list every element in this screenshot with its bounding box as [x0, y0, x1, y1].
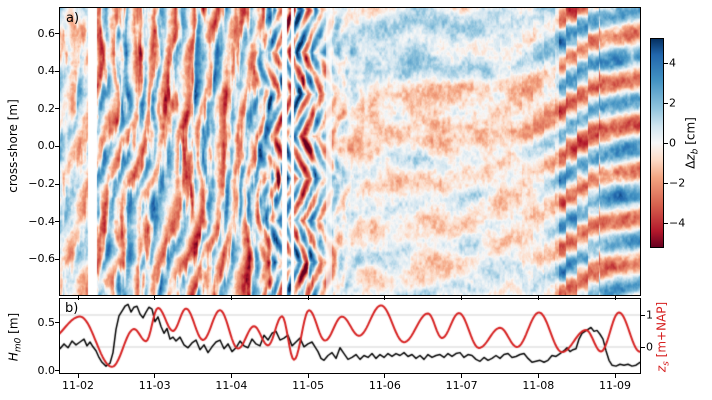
zs-sub: s: [661, 361, 672, 366]
panel-a-ytick: [55, 108, 59, 110]
colorbar-tick-label: 2: [669, 96, 676, 110]
panel-a-ytick: [55, 33, 59, 34]
panel-b-left-tick-label: 0.5: [37, 315, 56, 329]
panel-a-ytick-label: −0.4: [28, 214, 55, 228]
panel-a-ytick-label: 0.0: [37, 139, 56, 153]
panel-b-xtick: [307, 374, 309, 378]
zs-var: z: [654, 365, 669, 373]
panel-b-xtick: [154, 374, 156, 378]
panel-b-left-tick-label: 0.0: [37, 363, 56, 377]
panel-b-right-tick-label: 0: [646, 340, 653, 354]
colorbar-tick: [664, 143, 668, 144]
panel-a-xtick: [614, 296, 616, 300]
panel-a-ytick: [55, 70, 59, 72]
panel-b-xtick: [461, 374, 463, 378]
panel-a-ytick-label: 0.4: [37, 64, 56, 78]
colorbar-tick: [664, 103, 668, 104]
colorbar-tick: [664, 223, 668, 224]
x-tick-label: 11-04: [215, 379, 248, 392]
panel-a-xtick: [154, 296, 156, 300]
hm0-var: H: [6, 352, 21, 362]
colorbar-tick-label: 0: [669, 136, 676, 150]
x-tick-label: 11-08: [522, 379, 555, 392]
panel-b-xtick: [230, 374, 232, 378]
colorbar-label-prefix: Δ: [683, 160, 698, 169]
panel-a-ytick-label: −0.6: [28, 252, 55, 266]
panel-b-left-tick: [55, 322, 59, 323]
panel-b-left-tick: [55, 370, 59, 371]
panel-b-xtick: [384, 374, 386, 378]
panel-a-ytick: [55, 258, 59, 260]
colorbar-label-sub: b: [690, 148, 701, 155]
panel-b-right-axis-label: zs [m+NAP]: [654, 302, 671, 372]
panel-b-xtick: [614, 374, 616, 378]
panel-a-xtick: [461, 296, 463, 300]
panel-a-ytick: [55, 145, 59, 147]
colorbar-label-units: [cm]: [683, 117, 698, 149]
hm0-sub: m0: [13, 337, 24, 353]
panel-a-ytick: [55, 183, 59, 185]
panel-a-xtick: [537, 296, 539, 300]
panel-a-ytick-label: −0.2: [28, 177, 55, 191]
x-tick-label: 11-05: [292, 379, 325, 392]
colorbar: [651, 39, 663, 247]
colorbar-tick-label: −2: [669, 176, 686, 190]
colorbar-label-var: z: [683, 154, 698, 161]
panel-b-xtick: [77, 374, 79, 378]
x-tick-label: 11-02: [62, 379, 94, 392]
colorbar-tick-label: 4: [669, 56, 676, 70]
x-tick-label: 11-03: [138, 379, 171, 392]
panel-b-xtick: [537, 374, 539, 378]
panel-a-xtick: [384, 296, 386, 300]
colorbar-tick-label: −4: [669, 216, 686, 230]
panel-b-right-tick: [641, 347, 645, 348]
panel-a-ytick: [55, 221, 59, 223]
panel-b-letter: b): [65, 301, 79, 316]
heatmap-panel: [60, 8, 640, 295]
panel-a-xtick: [230, 296, 232, 300]
timeseries-panel: [60, 299, 640, 373]
panel-a-xtick: [77, 296, 79, 300]
colorbar-tick: [664, 183, 668, 184]
colorbar-label: Δzb [cm]: [683, 117, 700, 169]
panel-a-ytick-label: 0.6: [37, 26, 56, 40]
panel-a-ytick-label: 0.2: [37, 101, 56, 115]
panel-a-xtick: [307, 296, 309, 300]
panel-b-right-tick-label: 1: [646, 308, 653, 322]
zs-units: [m+NAP]: [654, 301, 669, 362]
panel-a-letter: a): [66, 11, 80, 26]
x-tick-label: 11-09: [599, 379, 631, 392]
x-tick-label: 11-06: [368, 379, 401, 392]
colorbar-tick: [664, 63, 668, 64]
panel-b-right-tick: [641, 315, 645, 316]
x-tick-label: 11-07: [445, 379, 478, 392]
